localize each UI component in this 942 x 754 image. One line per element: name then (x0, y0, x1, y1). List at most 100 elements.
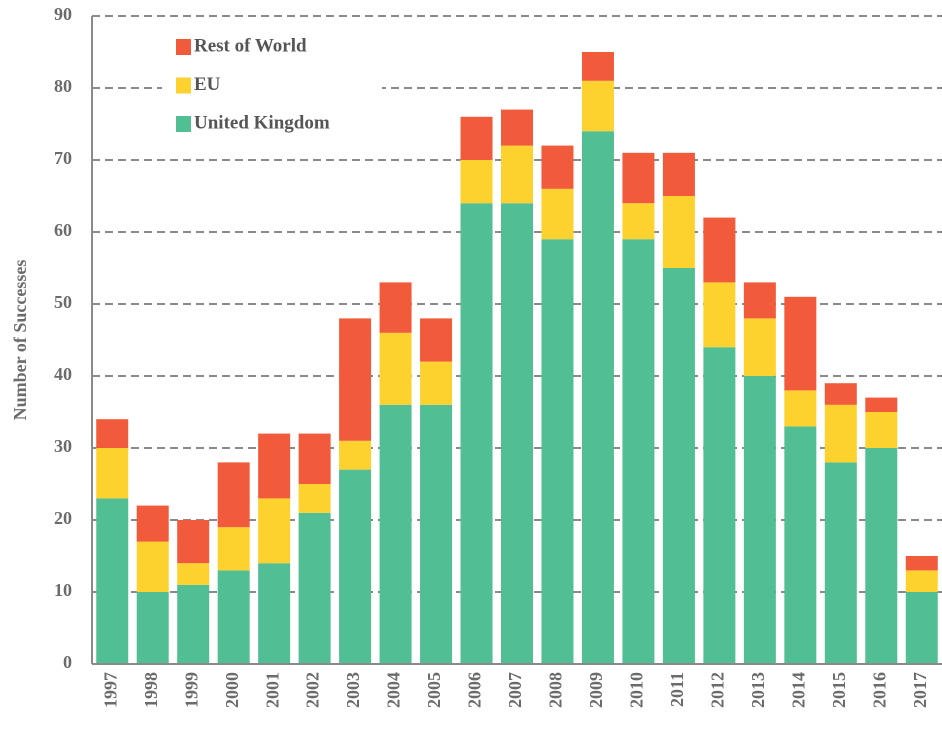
bar-segment (703, 217, 736, 283)
bar-segment (905, 556, 938, 571)
y-axis-label: Number of Successes (10, 260, 30, 421)
bar-segment (339, 440, 372, 470)
x-tick-label: 1997 (100, 672, 120, 708)
x-tick-label: 2001 (262, 672, 282, 708)
bar-segment (703, 282, 736, 348)
bar-segment (784, 426, 817, 664)
x-tick-label: 2006 (465, 672, 485, 708)
bar-segment (217, 527, 250, 571)
legend-label: EU (194, 74, 221, 95)
bar-segment (784, 390, 817, 427)
x-tick-label: 2013 (748, 672, 768, 708)
bar-segment (420, 318, 453, 362)
bar-segment (298, 512, 331, 664)
bar-segment (379, 404, 412, 664)
y-tick-label: 40 (54, 364, 72, 384)
y-tick-label: 30 (54, 436, 72, 456)
bar-segment (217, 570, 250, 664)
x-tick-label: 2002 (303, 672, 323, 708)
bar-segment (501, 109, 533, 146)
x-tick-label: 1999 (181, 672, 201, 708)
bar-segment (177, 563, 210, 585)
x-tick-label: 2009 (586, 672, 606, 708)
bar-segment (177, 520, 210, 564)
bar-segment (258, 433, 291, 499)
bar-segment (824, 404, 857, 463)
bar-segment (824, 383, 857, 405)
bar-segment (339, 318, 372, 441)
bar-segment (824, 462, 857, 664)
legend-swatch (176, 116, 191, 132)
bar-segment (581, 131, 614, 664)
y-tick-label: 60 (54, 220, 72, 240)
legend-background (162, 28, 382, 144)
bar-segment (743, 376, 776, 664)
x-tick-label: 2011 (667, 672, 687, 707)
bar-segment (865, 412, 898, 448)
bar-segment (865, 397, 898, 412)
y-tick-label: 50 (54, 292, 72, 312)
bar-segment (420, 361, 453, 405)
bar-segment (905, 570, 938, 592)
bar-segment (501, 145, 533, 204)
bar-segment (96, 498, 129, 664)
bar-segment (662, 152, 695, 196)
legend-label: Rest of World (194, 35, 307, 56)
bar-segment (541, 239, 574, 664)
bar-segment (905, 592, 938, 664)
bar-segment (541, 188, 574, 240)
legend-label: United Kingdom (194, 112, 330, 133)
bar-segment (662, 196, 695, 268)
x-tick-label: 2010 (627, 672, 647, 708)
bar-segment (136, 505, 169, 542)
bar-segment (96, 448, 129, 499)
bar-segment (298, 433, 331, 484)
legend-swatch (176, 77, 191, 94)
x-tick-label: 2008 (546, 672, 566, 708)
x-tick-label: 2012 (708, 672, 728, 708)
bar-segment (865, 448, 898, 664)
x-tick-label: 1998 (141, 672, 161, 708)
bar-segment (460, 160, 493, 204)
y-tick-label: 0 (63, 652, 72, 672)
bar-segment (622, 203, 655, 240)
x-tick-label: 2007 (505, 672, 525, 708)
legend-swatch (176, 39, 191, 55)
x-tick-label: 2000 (222, 672, 242, 708)
bar-segment (379, 282, 412, 333)
bar-segment (298, 484, 331, 513)
bar-segment (460, 116, 493, 160)
bar-segment (177, 584, 210, 664)
bar-segment (581, 52, 614, 81)
bar-segment (541, 145, 574, 189)
bar-segment (460, 203, 493, 664)
bar-segment (136, 592, 169, 664)
bar-segment (662, 268, 695, 664)
bar-segment (581, 80, 614, 132)
bar-segment (703, 347, 736, 664)
bar-segment (622, 239, 655, 664)
y-tick-label: 70 (54, 148, 72, 168)
bar-segment (258, 498, 291, 564)
x-tick-label: 2015 (829, 672, 849, 708)
y-tick-label: 20 (54, 508, 72, 528)
x-tick-label: 2005 (424, 672, 444, 708)
x-tick-label: 2014 (788, 672, 808, 708)
bar-segment (743, 282, 776, 319)
bar-segment (258, 563, 291, 664)
bar-segment (784, 296, 817, 391)
bar-segment (136, 541, 169, 592)
bar-segment (379, 332, 412, 405)
bar-segment (622, 152, 655, 204)
bar-segment (217, 462, 250, 528)
bar-segment (339, 469, 372, 664)
bar-segment (501, 203, 533, 664)
x-tick-label: 2016 (869, 672, 889, 708)
bar-segment (743, 318, 776, 376)
y-tick-label: 80 (54, 76, 72, 96)
bar-segment (420, 404, 453, 664)
y-tick-label: 90 (54, 4, 72, 24)
x-tick-label: 2017 (910, 672, 930, 708)
bar-segment (96, 419, 129, 448)
